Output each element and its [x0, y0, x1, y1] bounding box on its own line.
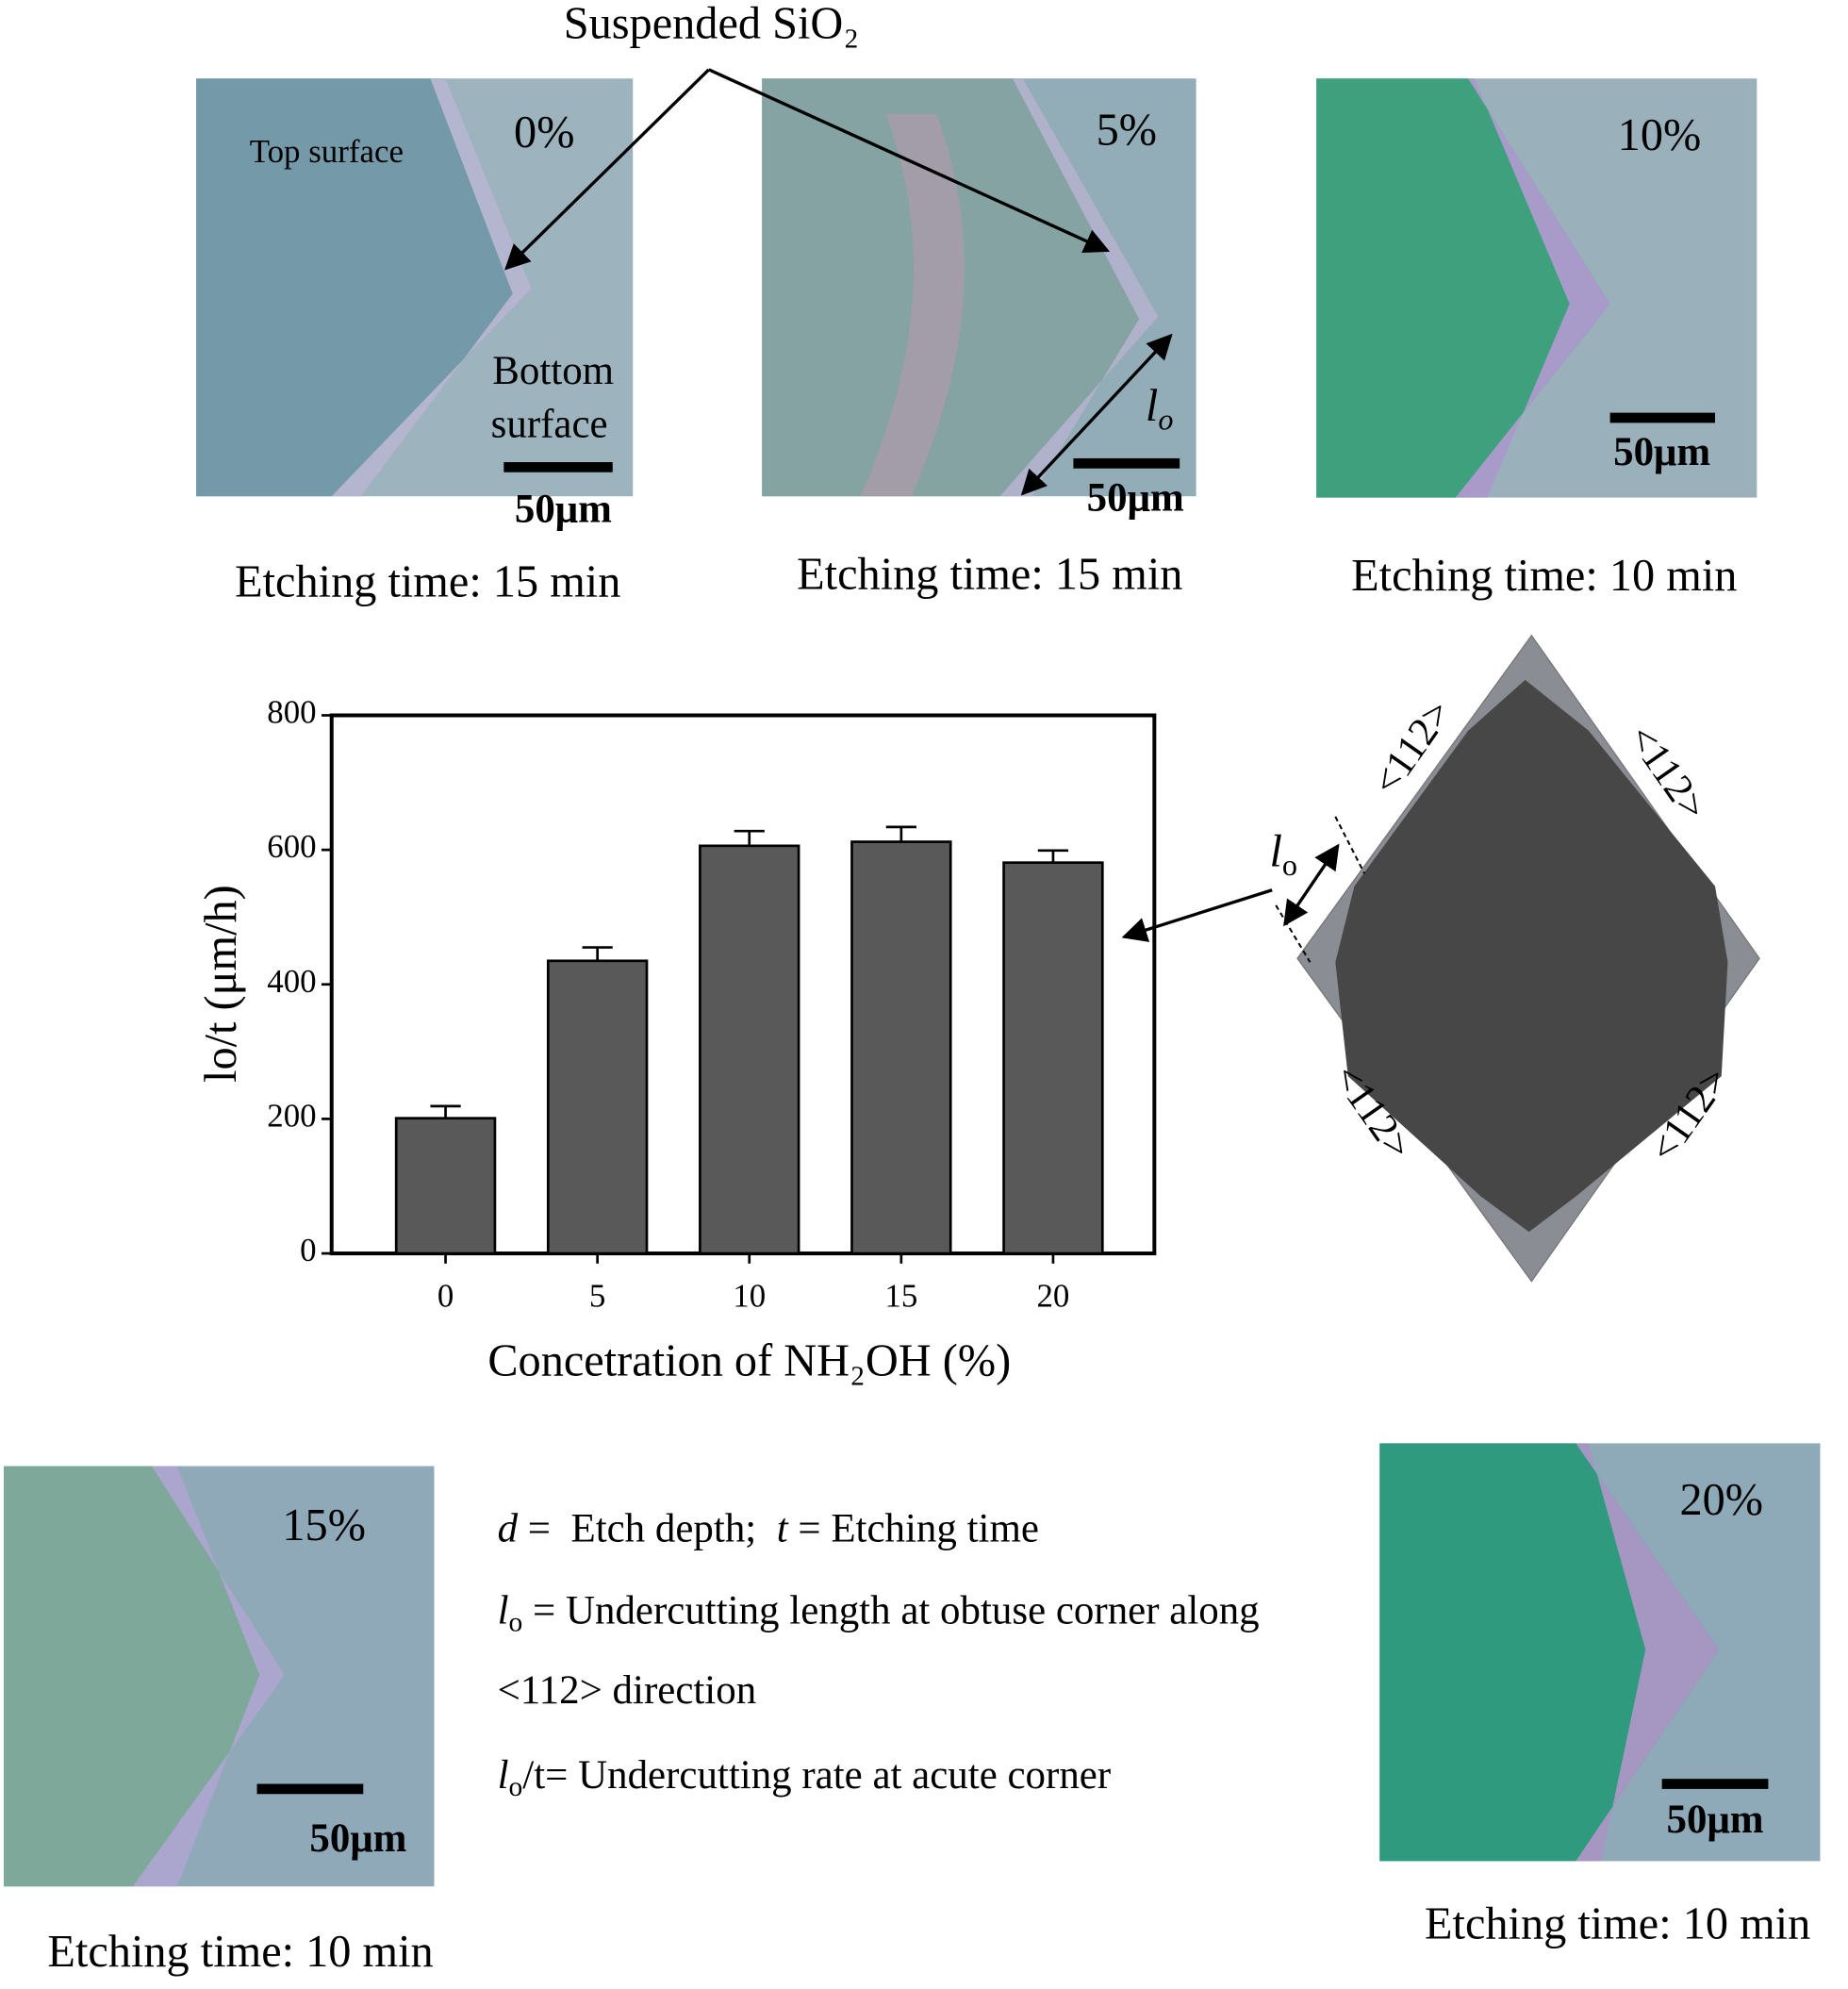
note: <112> direction	[498, 1668, 757, 1713]
symbol: l	[498, 1753, 509, 1798]
y-tick-label: 400	[267, 963, 316, 1000]
symbol: l	[498, 1588, 509, 1633]
photo	[1316, 78, 1757, 498]
x-tick-label: 5	[589, 1277, 605, 1314]
chart: lo/t (μm/h) Concetration of NH₂OH (%) 0 2…	[196, 694, 1157, 1385]
etching-time: Etching time: 10 min	[1425, 1899, 1810, 1949]
bar	[546, 959, 649, 1255]
text: = Etching time	[788, 1506, 1039, 1550]
panel-label: 5%	[1097, 105, 1157, 155]
scale-label: 50μm	[1087, 475, 1184, 520]
note: lo/t= Undercutting rate at acute corner	[498, 1753, 1112, 1802]
x-tick-label: 15	[884, 1277, 917, 1314]
etching-time: Etching time: 10 min	[47, 1927, 433, 1977]
text: = Undercutting length at obtuse corner a…	[522, 1588, 1259, 1633]
subscript: o	[509, 1772, 523, 1802]
symbol: l	[1269, 827, 1281, 877]
arrows	[504, 68, 1273, 942]
region-label: Bottom	[492, 349, 614, 393]
photo	[196, 78, 634, 497]
bar	[850, 840, 952, 1255]
subscript: o	[1282, 848, 1297, 882]
note: lo = Undercutting length at obtuse corne…	[498, 1588, 1260, 1637]
y-tick-label: 200	[267, 1097, 316, 1134]
scale-label: 50μm	[1667, 1798, 1764, 1842]
etching-time: Etching time: 15 min	[235, 557, 620, 607]
photo	[1379, 1443, 1821, 1862]
callout: Suspended SiO₂	[564, 0, 859, 49]
subscript: o	[509, 1607, 523, 1637]
panel-label: 15%	[282, 1500, 366, 1550]
note: d = Etch depth; t = Etching time	[498, 1506, 1039, 1550]
x-tick-label: 20	[1036, 1277, 1069, 1314]
symbol: d	[498, 1506, 519, 1550]
panel-label: 0%	[514, 108, 574, 157]
bar	[1002, 861, 1104, 1255]
scale-label: 50μm	[515, 488, 612, 532]
etching-time: Etching time: 15 min	[797, 550, 1182, 600]
etching-time: Etching time: 10 min	[1351, 551, 1737, 601]
y-tick-label: 0	[300, 1232, 316, 1268]
scale-label: 50μm	[1613, 430, 1710, 474]
bar	[699, 844, 800, 1255]
symbol: l	[1146, 381, 1158, 431]
length-label: lo	[1146, 381, 1174, 437]
y-tick-label: 800	[267, 694, 316, 731]
x-axis-label: Concetration of NH₂OH (%)	[487, 1335, 1011, 1385]
photo	[4, 1466, 435, 1887]
length-label: lo	[1269, 827, 1297, 883]
diagram: lo <112> <112> <112> <112>	[1269, 634, 1760, 1283]
panel-label: 20%	[1679, 1475, 1763, 1525]
subscript: o	[1158, 403, 1173, 437]
text: = Etch depth;	[518, 1506, 777, 1550]
y-axis-label: lo/t (μm/h)	[196, 885, 246, 1083]
panel-texts: 0% 50μm Etching time: 15 min 5% 50μm Etching …	[47, 105, 1810, 1977]
x-tick-label: 10	[733, 1277, 766, 1314]
region-label: surface	[491, 403, 608, 447]
text: /t= Undercutting rate at acute corner	[522, 1753, 1111, 1798]
y-tick-label: 600	[267, 828, 316, 865]
x-tick-label: 0	[437, 1277, 454, 1314]
region-label: Top surface	[250, 133, 404, 170]
panel-label: 10%	[1618, 110, 1702, 160]
symbol: t	[777, 1506, 789, 1550]
bar	[394, 1117, 497, 1255]
scale-label: 50μm	[309, 1816, 406, 1861]
